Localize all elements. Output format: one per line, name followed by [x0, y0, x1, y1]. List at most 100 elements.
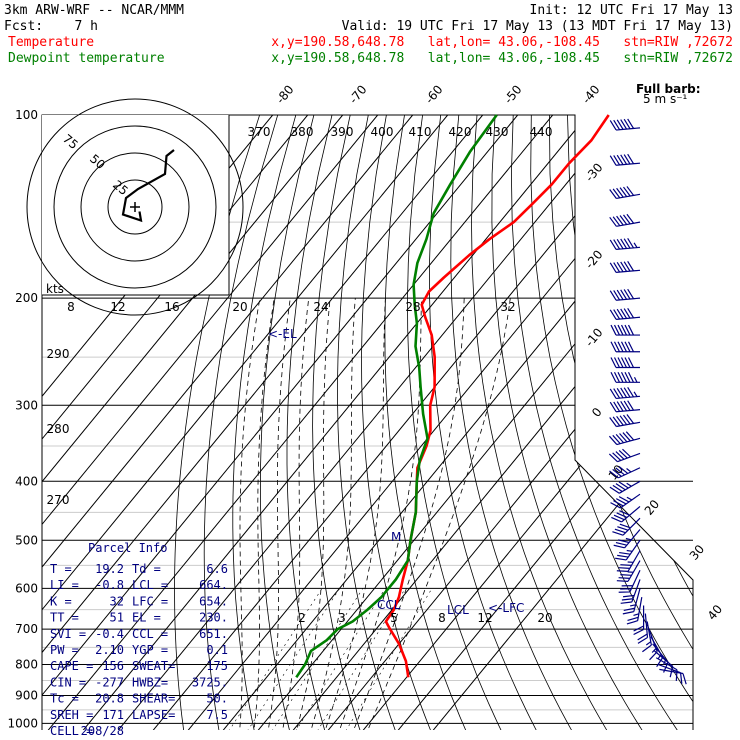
wind-barb: [615, 539, 641, 561]
parcel-param-label: K =: [50, 594, 72, 608]
wind-barb: [633, 605, 645, 636]
isotherm-line: [112, 115, 624, 730]
temperature-tick-label: 0: [589, 405, 605, 420]
mixing-ratio-tick-label: 3: [338, 611, 346, 625]
hodograph-ring: [80, 152, 190, 262]
wind-barb: [609, 414, 641, 428]
mixing-ratio-tick-label: 20: [537, 611, 552, 625]
parcel-param-label: LAPSE=: [132, 708, 175, 722]
storm-motion-marker: [130, 202, 140, 212]
lcl-marker: LCL: [447, 603, 469, 617]
temperature-tick-label: -50: [501, 82, 524, 106]
parcel-start-marker: M: [391, 530, 401, 544]
parcel-param-value: 654.: [199, 594, 228, 608]
parcel-param-value: 7.5: [206, 708, 228, 722]
temperature-location: x,y=190.58,648.78 lat,lon= 43.06,-108.45…: [271, 35, 733, 50]
parcel-param-label: HWBZ=: [132, 675, 168, 689]
parcel-param-label: LI =: [50, 578, 79, 592]
dewpoint-line: [295, 114, 498, 679]
wind-barbs: [608, 118, 687, 685]
dry-adiabat-line: [203, 115, 279, 730]
temperature-tick-label: -20: [582, 247, 605, 271]
parcel-param-value: 0.1: [206, 643, 228, 657]
pressure-tick-label: 300: [15, 398, 38, 412]
parcel-param-value: -277: [95, 675, 124, 689]
moist-adiabat-line: [322, 298, 386, 730]
hodograph-trace: [121, 149, 175, 223]
temperature-tick-label: -70: [346, 82, 369, 106]
isotherm-line: [357, 115, 693, 730]
moist-adiabat-line: [308, 298, 356, 730]
parcel-param-label: SHEAR=: [132, 692, 175, 706]
temperature-tick-label: -40: [579, 82, 602, 106]
dry-adiabat-line: [429, 115, 540, 730]
theta-tick-label: 390: [331, 125, 354, 139]
wind-barb: [608, 431, 641, 446]
temperature-tick-label: -80: [273, 82, 296, 106]
dry-adiabat-line: [675, 115, 693, 730]
parcel-param-value: 50.: [206, 692, 228, 706]
pressure-tick-label: 700: [15, 622, 38, 636]
dry-adiabat-line: [450, 115, 576, 730]
isotherm-line: [42, 115, 379, 730]
theta-tick-label: 370: [248, 125, 271, 139]
mixing-ratio-tick-label: 8: [438, 611, 446, 625]
moist-adiabat-line: [266, 298, 291, 730]
dewpoint-legend: Dewpoint temperature: [8, 51, 165, 66]
mixing-ratio-tick-label: 5: [390, 611, 398, 625]
wind-barb: [618, 569, 641, 593]
el-marker: <-EL: [268, 327, 297, 341]
isotherm-line: [42, 115, 414, 730]
pressure-tick-label: 100: [15, 108, 38, 122]
wind-barb: [610, 324, 640, 336]
pressure-tick-label: 1000: [7, 716, 38, 730]
wind-barb: [613, 529, 641, 549]
dry-adiabat-line: [337, 115, 398, 730]
isotherm-line: [77, 115, 589, 730]
lfc-marker: <-LFC: [488, 601, 524, 615]
parcel-param-label: TT =: [50, 611, 79, 625]
forecast-hour: Fcst: 7 h: [4, 19, 98, 34]
temperature-tick-label: 40: [705, 602, 726, 623]
parcel-param-label: CELL =: [50, 724, 93, 738]
theta-e-tick-label: 12: [110, 300, 125, 314]
moist-adiabat-line: [350, 298, 465, 730]
wind-barb: [610, 357, 640, 369]
isotherm-line: [42, 115, 554, 730]
moist-adiabat-line: [238, 298, 261, 730]
temperature-tick-label: 30: [687, 542, 708, 563]
mixing-ratio-line: [243, 588, 340, 730]
parcel-param-label: SREH =: [50, 708, 93, 722]
wind-barb: [659, 668, 687, 685]
parcel-param-value: 208/28: [81, 724, 124, 738]
wind-barb: [616, 550, 641, 572]
dry-adiabat-line: [260, 115, 315, 730]
theta-tick-label: 420: [449, 125, 472, 139]
parcel-param-label: PW =: [50, 643, 79, 657]
dry-adiabat-line: [286, 115, 333, 730]
wind-barb: [609, 153, 641, 166]
isotherm-line: [287, 115, 693, 730]
wind-barb: [610, 493, 641, 509]
theta-tick-label: 430: [486, 125, 509, 139]
wind-barb: [609, 307, 641, 320]
parcel-param-value: 651.: [199, 627, 228, 641]
wind-barb: [609, 288, 641, 301]
parcel-param-value: 3725.: [192, 675, 228, 689]
dry-adiabat-line: [361, 115, 434, 730]
parcel-info-title: Parcel Info: [88, 541, 167, 555]
parcel-param-label: LFC =: [132, 594, 168, 608]
wind-barb: [637, 613, 649, 644]
hodograph-units-label: kts: [46, 282, 64, 296]
wind-barb: [609, 118, 641, 131]
parcel-param-label: EL =: [132, 611, 161, 625]
dry-adiabat-line: [312, 115, 363, 730]
wind-barb: [609, 387, 641, 400]
parcel-param-label: CCL =: [132, 627, 168, 641]
hodograph-ring: [26, 98, 244, 316]
pressure-tick-label: 200: [15, 291, 38, 305]
wind-barb: [609, 213, 641, 227]
dry-adiabat-line: [407, 115, 505, 730]
ccl-marker: CCL: [377, 598, 401, 612]
isotherm-line: [322, 115, 693, 730]
